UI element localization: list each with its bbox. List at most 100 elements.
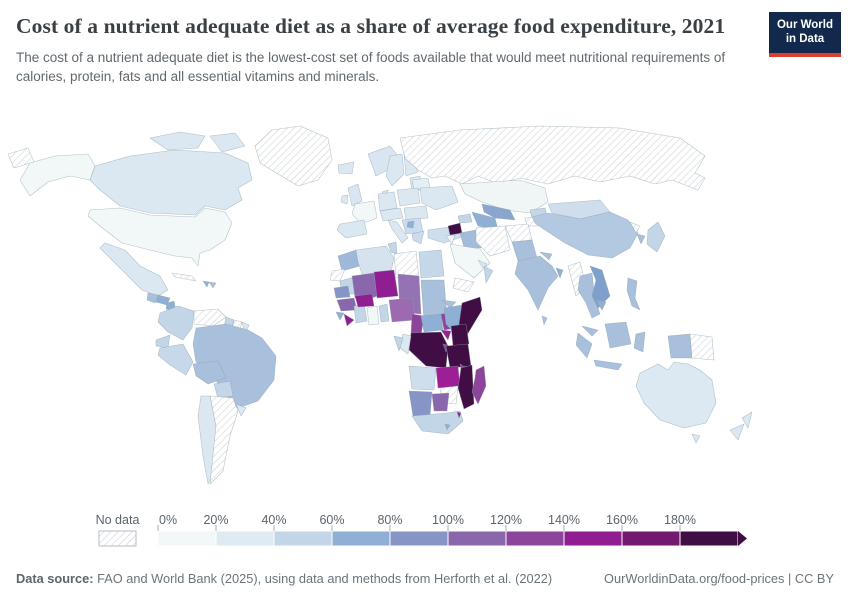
country-canada[interactable] <box>89 149 253 216</box>
country-ukraine[interactable] <box>419 185 459 211</box>
country-zambia[interactable] <box>435 365 461 389</box>
country-kenya[interactable] <box>450 323 470 347</box>
country-ecuador[interactable] <box>155 334 171 349</box>
legend-bin-60-80%[interactable] <box>331 530 391 547</box>
country-botswana[interactable] <box>431 392 450 412</box>
legend-bin-160-180%[interactable] <box>621 530 681 547</box>
country-malaysia[interactable] <box>581 325 599 337</box>
country-spain[interactable] <box>336 219 368 239</box>
country-egypt[interactable] <box>418 249 445 279</box>
country-iceland[interactable] <box>337 161 355 175</box>
country-australia[interactable] <box>635 361 717 429</box>
legend-bin-20-40%[interactable] <box>215 530 275 547</box>
country-caucasus[interactable] <box>457 213 473 224</box>
country-uganda[interactable] <box>440 329 452 341</box>
legend-bin-180%+[interactable] <box>679 530 739 547</box>
country-sierra-leone[interactable] <box>335 311 345 321</box>
country-senegal[interactable] <box>333 285 351 299</box>
country-togo-benin[interactable] <box>378 303 390 323</box>
legend-bin-140-160%[interactable] <box>563 530 623 547</box>
country-yemen[interactable] <box>452 277 475 293</box>
country-gabon[interactable] <box>393 335 404 352</box>
country-kazakhstan[interactable] <box>459 179 549 214</box>
country-mozambique[interactable] <box>457 364 475 410</box>
country-haiti[interactable] <box>202 280 210 288</box>
legend-bin-40-60%[interactable] <box>273 530 333 547</box>
country-italy[interactable] <box>387 219 409 244</box>
country-argentina[interactable] <box>209 395 239 485</box>
country-venezuela[interactable] <box>193 308 227 327</box>
legend-bin-0-20%[interactable] <box>157 530 217 547</box>
country-north-korea[interactable] <box>629 221 641 234</box>
country-united-kingdom[interactable] <box>347 183 363 207</box>
country-cambodia[interactable] <box>595 299 607 311</box>
country-philippines[interactable] <box>626 277 641 311</box>
country-drc[interactable] <box>408 331 449 369</box>
country-congo[interactable] <box>399 333 412 355</box>
country-guatemala[interactable] <box>146 292 159 304</box>
country-bolivia[interactable] <box>192 360 227 385</box>
country-angola[interactable] <box>408 365 437 391</box>
country-south-korea[interactable] <box>636 233 646 245</box>
country-china[interactable] <box>531 211 639 259</box>
country-india[interactable] <box>514 255 559 311</box>
country-uzbekistan[interactable] <box>481 203 516 221</box>
country-brazil[interactable] <box>192 323 277 409</box>
country-germany[interactable] <box>377 191 398 212</box>
country-namibia[interactable] <box>408 390 433 417</box>
country-western-sahara[interactable] <box>329 268 346 282</box>
legend-no-data-swatch[interactable] <box>98 530 137 547</box>
country-madagascar[interactable] <box>471 365 487 405</box>
country-vietnam-laos[interactable] <box>589 265 611 309</box>
country-tasmania[interactable] <box>691 433 701 444</box>
country-central-europe[interactable] <box>379 207 404 222</box>
country-canada-arctic-2[interactable] <box>209 132 246 153</box>
country-central-african-republic[interactable] <box>420 313 444 333</box>
country-france[interactable] <box>351 200 378 225</box>
country-colombia[interactable] <box>157 305 195 341</box>
country-japan[interactable] <box>646 221 666 253</box>
country-greece[interactable] <box>411 230 425 245</box>
country-cuba[interactable] <box>171 272 197 282</box>
country-sweden[interactable] <box>385 153 405 187</box>
country-tanzania[interactable] <box>445 343 472 369</box>
owid-logo[interactable]: Our World in Data <box>769 12 841 57</box>
country-new-zealand-south[interactable] <box>729 423 745 441</box>
country-guinea[interactable] <box>336 297 358 312</box>
country-iran[interactable] <box>475 225 511 257</box>
country-greenland[interactable] <box>254 125 333 187</box>
country-nepal[interactable] <box>539 251 553 261</box>
country-papua-new-guinea[interactable] <box>689 333 715 361</box>
country-united-states[interactable] <box>87 207 233 267</box>
country-dominican-republic[interactable] <box>208 281 217 289</box>
country-new-zealand-north[interactable] <box>741 411 753 429</box>
owid-link[interactable]: OurWorldinData.org/food-prices | CC BY <box>604 571 834 586</box>
country-romania[interactable] <box>403 205 429 221</box>
country-nigeria[interactable] <box>388 297 416 323</box>
country-paraguay[interactable] <box>213 380 234 399</box>
country-canada-arctic-1[interactable] <box>149 131 206 151</box>
country-ireland[interactable] <box>340 194 349 205</box>
country-poland[interactable] <box>396 187 421 207</box>
country-bosnia[interactable] <box>406 220 415 229</box>
country-sulawesi[interactable] <box>633 331 646 353</box>
country-sumatra[interactable] <box>575 332 593 359</box>
country-uae[interactable] <box>477 259 488 269</box>
country-bangladesh[interactable] <box>555 267 564 279</box>
country-lesotho[interactable] <box>444 423 451 431</box>
country-java[interactable] <box>593 359 623 371</box>
country-jordan[interactable] <box>445 234 456 245</box>
country-russia[interactable] <box>399 125 706 191</box>
country-borneo[interactable] <box>604 321 632 349</box>
country-liberia[interactable] <box>343 313 355 327</box>
country-uruguay[interactable] <box>235 403 247 417</box>
country-eswatini[interactable] <box>456 411 462 419</box>
country-saudi-arabia[interactable] <box>449 243 491 279</box>
country-ghana[interactable] <box>366 305 380 326</box>
country-eritrea[interactable] <box>441 299 457 309</box>
country-burkina-faso[interactable] <box>354 293 375 308</box>
legend-bin-120-140%[interactable] <box>505 530 565 547</box>
country-sri-lanka[interactable] <box>541 315 548 326</box>
legend-bin-80-100%[interactable] <box>389 530 449 547</box>
country-peru[interactable] <box>157 343 194 376</box>
